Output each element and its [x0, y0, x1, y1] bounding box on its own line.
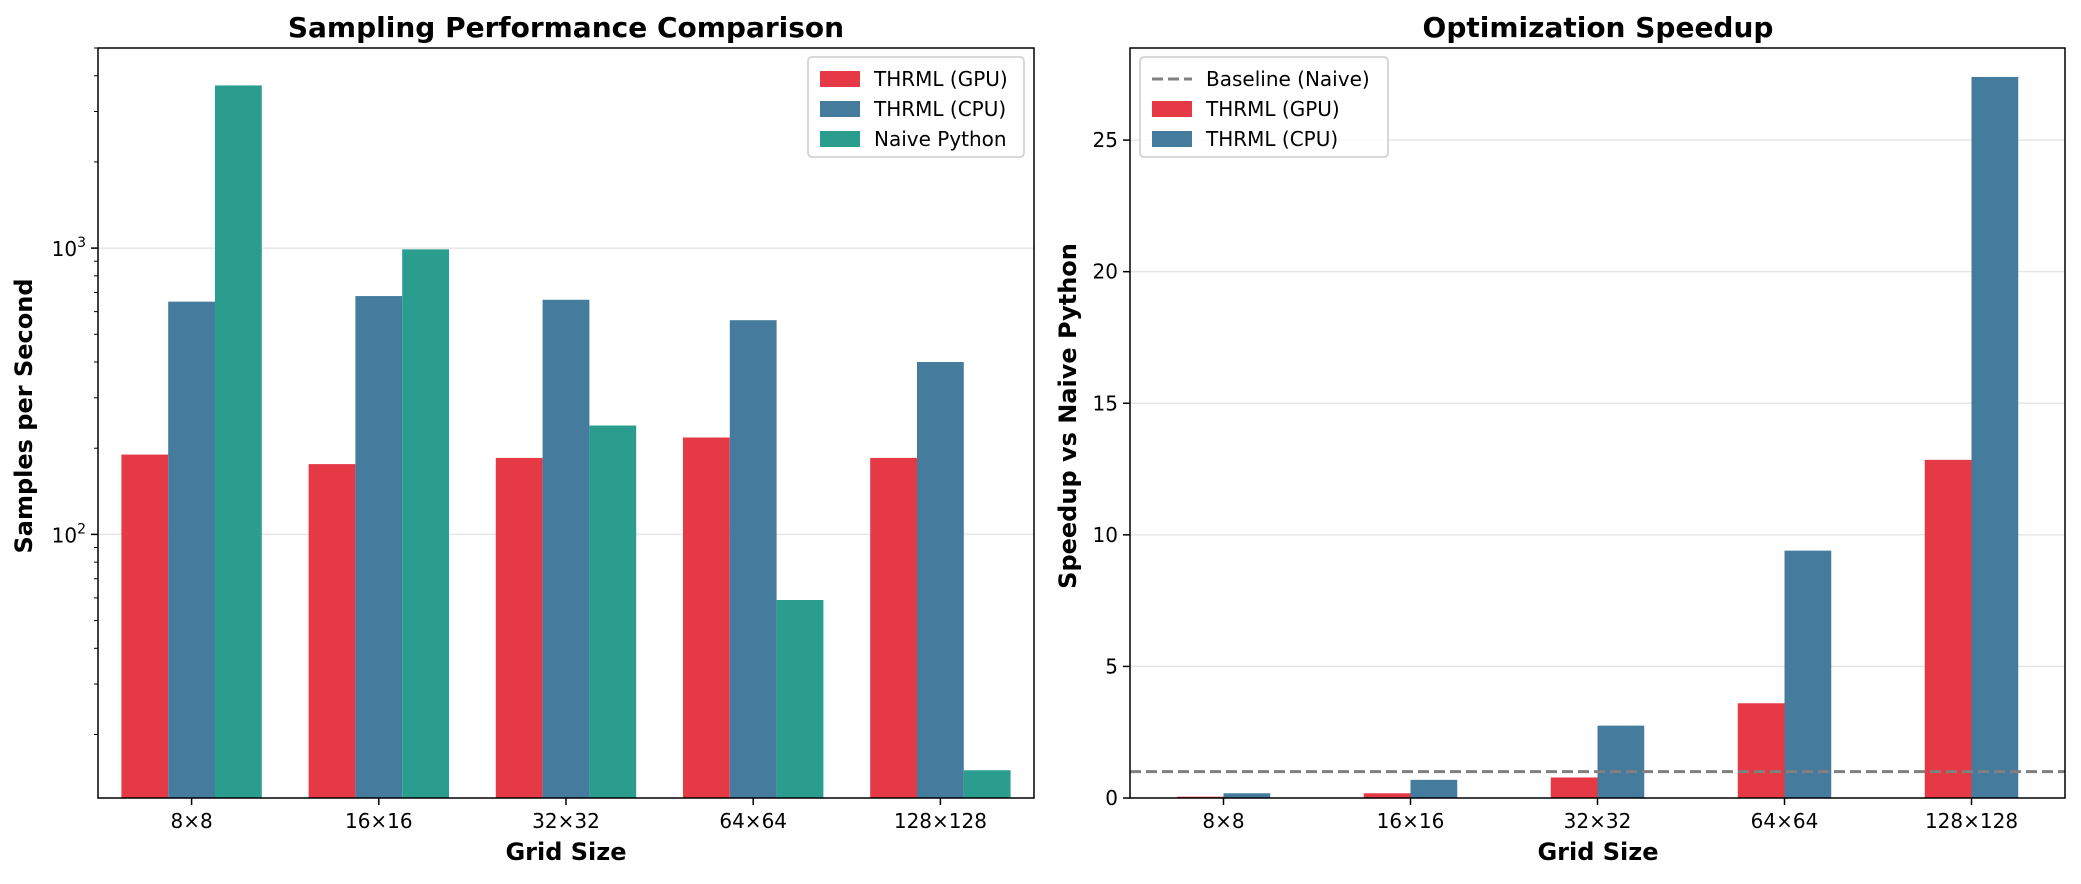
left-legend-swatch	[820, 101, 860, 117]
right-legend-label: Baseline (Naive)	[1206, 67, 1370, 91]
left-x-tick-label: 64×64	[719, 809, 787, 833]
right-legend: Baseline (Naive) THRML (GPU) THRML (CPU)	[1139, 56, 1389, 158]
right-bar-thrml-gpu-	[1737, 703, 1785, 798]
right-y-tick-label: 15	[1093, 391, 1118, 415]
right-chart-title: Optimization Speedup	[1423, 11, 1774, 44]
left-x-tick-label: 8×8	[170, 809, 212, 833]
right-bar-thrml-gpu-	[1363, 793, 1411, 798]
left-legend-swatch	[820, 71, 860, 87]
left-bar-thrml-cpu-	[542, 299, 590, 798]
right-bar-thrml-cpu-	[1597, 725, 1645, 798]
left-legend-swatch	[820, 131, 860, 147]
right-bar-thrml-cpu-	[1410, 779, 1458, 798]
right-y-axis-label: Speedup vs Naive Python	[1054, 243, 1082, 589]
right-y-tick-label: 10	[1093, 523, 1118, 547]
right-legend-box	[1139, 56, 1389, 158]
right-legend-swatch	[1152, 131, 1192, 147]
left-x-tick-label: 128×128	[894, 809, 987, 833]
right-x-tick-label: 64×64	[1751, 809, 1819, 833]
right-x-ticks: 8×8 16×16 32×32 64×64 128×128	[1202, 798, 2018, 833]
left-panel: Sampling Performance Comparison Grid Siz…	[10, 11, 1035, 866]
left-bar-thrml-cpu-	[917, 362, 964, 798]
right-bar-thrml-cpu-	[1784, 550, 1832, 798]
left-bar-naive-python	[963, 770, 1011, 798]
left-y-ticks: 102 103	[52, 47, 98, 735]
left-bar-thrml-cpu-	[729, 320, 777, 798]
right-bar-thrml-cpu-	[1971, 76, 2019, 798]
left-bar-thrml-gpu-	[683, 437, 730, 798]
right-y-tick-label: 25	[1093, 128, 1118, 152]
right-plot-frame	[1129, 47, 2066, 799]
right-y-ticks: 0 5 10 15 20 25	[1093, 128, 1130, 810]
right-y-tick-label: 20	[1093, 260, 1118, 284]
left-bar-thrml-gpu-	[308, 464, 356, 798]
right-bar-thrml-gpu-	[1550, 777, 1598, 798]
right-legend-label: THRML (GPU)	[1205, 97, 1340, 121]
left-chart-title: Sampling Performance Comparison	[288, 11, 844, 44]
left-bar-thrml-gpu-	[121, 454, 169, 798]
left-legend-label: Naive Python	[874, 127, 1007, 151]
right-y-tick-label: 0	[1105, 786, 1118, 810]
left-x-tick-label: 32×32	[532, 809, 600, 833]
left-bar-naive-python	[589, 425, 637, 798]
left-legend: THRML (GPU) THRML (CPU) Naive Python	[807, 56, 1025, 158]
right-legend-label: THRML (CPU)	[1205, 127, 1338, 151]
right-legend-swatch	[1152, 101, 1192, 117]
right-x-tick-label: 8×8	[1202, 809, 1244, 833]
right-bars	[1176, 76, 2019, 798]
right-y-tick-label: 5	[1105, 654, 1118, 678]
left-y-tick-label: 102	[52, 521, 86, 547]
left-y-axis-label: Samples per Second	[10, 278, 38, 553]
left-y-tick-label: 103	[52, 235, 86, 261]
left-bars	[121, 85, 1011, 798]
right-bar-thrml-cpu-	[1223, 793, 1271, 798]
left-x-tick-label: 16×16	[345, 809, 413, 833]
left-legend-label: THRML (CPU)	[873, 97, 1006, 121]
left-bar-thrml-gpu-	[870, 457, 917, 798]
right-x-tick-label: 16×16	[1377, 809, 1445, 833]
left-bar-naive-python	[215, 85, 262, 798]
left-bar-naive-python	[776, 599, 824, 798]
left-x-ticks: 8×8 16×16 32×32 64×64 128×128	[170, 798, 987, 833]
left-legend-label: THRML (GPU)	[873, 67, 1008, 91]
left-bar-thrml-gpu-	[495, 457, 543, 798]
left-plot-frame	[97, 47, 1035, 799]
right-x-tick-label: 128×128	[1925, 809, 2018, 833]
right-panel: Optimization Speedup Grid Size Speedup v…	[1054, 11, 2066, 866]
left-legend-box	[807, 56, 1025, 158]
left-bar-thrml-cpu-	[168, 301, 215, 798]
right-bar-thrml-gpu-	[1924, 459, 1972, 798]
left-bar-naive-python	[402, 249, 449, 798]
left-bar-thrml-cpu-	[355, 296, 403, 798]
right-x-axis-label: Grid Size	[1537, 838, 1658, 866]
left-x-axis-label: Grid Size	[505, 838, 626, 866]
right-x-tick-label: 32×32	[1564, 809, 1632, 833]
